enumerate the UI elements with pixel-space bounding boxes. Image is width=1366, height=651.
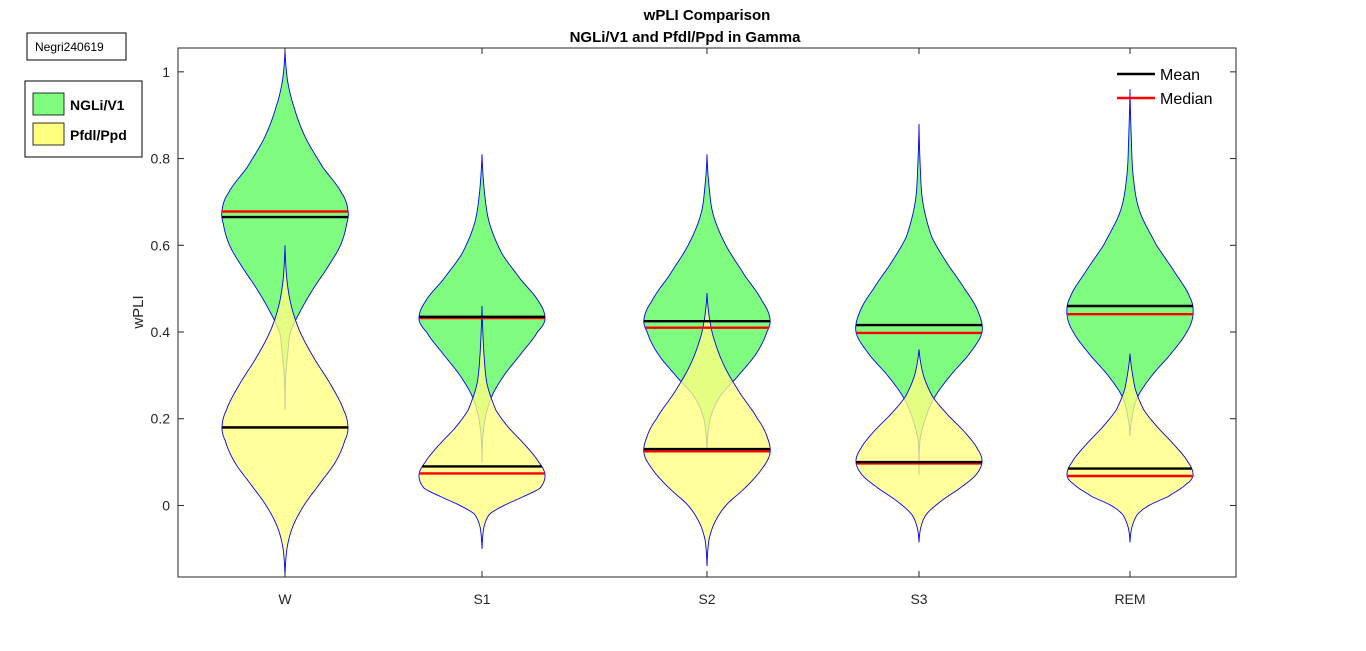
violin-ngli-rem xyxy=(1066,89,1194,437)
y-axis-label: wPLI xyxy=(130,295,147,329)
chart-title: wPLI Comparison xyxy=(643,7,771,24)
x-tick-label-w: W xyxy=(278,591,292,607)
axis-layer: 0 0.2 0.4 0.6 0.8 1 W S1 S2 S3 REM xyxy=(151,48,1236,607)
y-tick-label: 0.2 xyxy=(151,411,171,427)
x-tick-label-s2: S2 xyxy=(698,591,715,607)
y-tick-label: 1 xyxy=(162,64,170,80)
violin-pfdl-s1 xyxy=(418,305,546,549)
legend-median-label: Median xyxy=(1160,91,1212,108)
y-tick-label: 0.6 xyxy=(151,237,171,253)
legend-mean-label: Mean xyxy=(1160,67,1200,84)
x-tick-label-rem: REM xyxy=(1114,591,1145,607)
violin-ngli-s3 xyxy=(855,123,983,476)
chart-subtitle: NGLi/V1 and Pfdl/Ppd in Gamma xyxy=(570,29,802,46)
tag-box: Negri240619 xyxy=(26,32,127,61)
x-tick-label-s1: S1 xyxy=(473,591,490,607)
legend-swatch-ngli xyxy=(32,92,65,116)
group-legend: NGLi/V1 Pfdl/Ppd xyxy=(24,80,143,158)
stat-legend: Mean Median xyxy=(1117,67,1212,108)
legend-label-pfdl: Pfdl/Ppd xyxy=(70,127,127,143)
violin-pfdl-s2 xyxy=(643,292,771,567)
y-tick-label: 0 xyxy=(162,497,170,513)
x-tick-label-s3: S3 xyxy=(910,591,927,607)
legend-swatch-pfdl xyxy=(32,122,65,146)
violin-pfdl-w xyxy=(221,245,349,578)
y-tick-label: 0.8 xyxy=(151,151,171,167)
plot-layer xyxy=(221,50,1194,578)
violin-pfdl-rem xyxy=(1066,353,1194,543)
y-tick-label: 0.4 xyxy=(151,324,171,340)
legend-label-ngli: NGLi/V1 xyxy=(70,97,125,113)
violin-pfdl-s3 xyxy=(855,349,983,543)
tag-label: Negri240619 xyxy=(35,40,104,54)
